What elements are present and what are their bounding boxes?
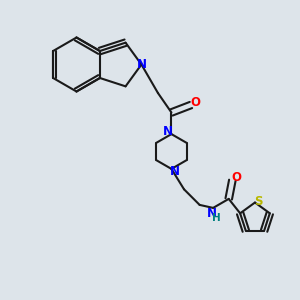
Text: N: N	[170, 165, 180, 178]
Text: O: O	[190, 96, 200, 109]
Text: N: N	[207, 207, 217, 220]
Text: N: N	[136, 58, 146, 71]
Text: H: H	[212, 213, 220, 223]
Text: S: S	[255, 195, 263, 208]
Text: O: O	[231, 171, 241, 184]
Text: N: N	[163, 125, 172, 138]
